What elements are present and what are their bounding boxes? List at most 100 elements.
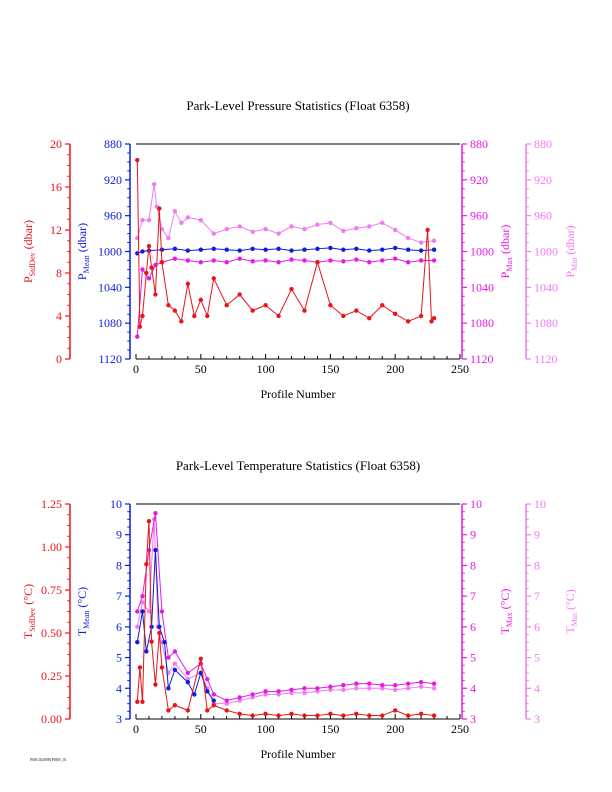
- stddev-data-point: [425, 227, 430, 233]
- x-tick-label: 0: [133, 362, 139, 376]
- mean-data-point: [198, 670, 203, 676]
- stddev-y-tick-label: 1.00: [41, 540, 62, 554]
- mean-data-point: [144, 649, 149, 654]
- stddev-data-point: [224, 303, 229, 308]
- max-data-point: [153, 511, 158, 516]
- mean-data-point: [159, 247, 165, 252]
- mean-data-point: [250, 246, 255, 252]
- stddev-data-point: [393, 311, 398, 317]
- min-data-point: [393, 687, 398, 693]
- max-y-tick-label: 1040: [470, 280, 494, 294]
- x-tick-label: 250: [451, 362, 469, 376]
- max-y-tick-label: 960: [470, 209, 488, 223]
- temperature-xaxis-label: Profile Number: [261, 747, 336, 761]
- stddev-data-point: [367, 315, 372, 321]
- stddev-data-point: [192, 313, 197, 319]
- mean-y-tick-label: 1120: [98, 352, 122, 366]
- stddev-series-line: [136, 521, 435, 717]
- max-data-point: [302, 686, 307, 691]
- min-y-tick-label: 1120: [534, 352, 558, 366]
- stddev-y-tick-label: 4: [56, 309, 62, 323]
- min-data-point: [172, 661, 178, 666]
- mean-data-point: [162, 640, 167, 645]
- pressure-plot-area: 0 50 100 150 200 250 0 4 8 12 16 20 PStdDev (dbar) 11…: [21, 137, 579, 376]
- min-data-point: [146, 217, 152, 223]
- min-data-point: [263, 226, 268, 232]
- max-data-point: [354, 681, 359, 686]
- max-data-point: [146, 276, 152, 281]
- max-y-tick-label: 10: [470, 497, 482, 511]
- stddev-y-tick-label: 20: [50, 137, 62, 151]
- min-data-point: [328, 220, 333, 226]
- pressure-xaxis-label: Profile Number: [261, 387, 336, 401]
- min-data-point: [250, 695, 255, 700]
- mean-data-point: [405, 247, 411, 252]
- x-tick-label: 200: [386, 722, 404, 736]
- stddev-data-point: [172, 308, 178, 313]
- stddev-data-point: [159, 665, 165, 670]
- min-y-tick-label: 3: [534, 712, 540, 726]
- mean-data-point: [172, 246, 178, 252]
- mean-y-tick-label: 5: [116, 651, 122, 665]
- max-data-point: [159, 609, 165, 614]
- max-data-point: [250, 259, 255, 264]
- mean-y-tick-label: 10: [110, 497, 122, 511]
- min-data-point: [151, 182, 157, 187]
- min-data-point: [237, 224, 242, 229]
- max-y-tick-label: 5: [470, 651, 476, 665]
- max-data-point: [237, 695, 242, 700]
- stddev-y-tick-label: 0: [56, 352, 62, 366]
- stddev-data-point: [354, 711, 359, 717]
- stddev-data-point: [140, 699, 145, 704]
- stddev-data-point: [250, 713, 255, 718]
- temperature-chart-title: Park-Level Temperature Statistics (Float…: [176, 458, 420, 473]
- max-data-point: [172, 649, 178, 654]
- min-y-axis-label: PMin (dbar): [563, 225, 579, 277]
- stddev-y-tick-label: 0.25: [41, 669, 62, 683]
- stddev-data-point: [263, 711, 268, 717]
- footer-note: PASCO(2008) P0305_01: [30, 758, 67, 762]
- stddev-y-axis-label: PStdDev (dbar): [21, 220, 37, 283]
- max-y-tick-label: 9: [470, 528, 476, 542]
- stddev-data-point: [250, 308, 255, 313]
- max-data-point: [166, 655, 171, 660]
- max-data-point: [135, 334, 140, 339]
- min-data-point: [405, 686, 411, 691]
- stddev-data-point: [341, 313, 346, 319]
- stddev-data-point: [367, 713, 372, 718]
- stddev-y-tick-label: 1.25: [41, 497, 62, 511]
- mean-data-point: [302, 247, 307, 252]
- min-y-tick-label: 4: [534, 681, 540, 695]
- stddev-data-point: [157, 206, 162, 211]
- stddev-data-point: [405, 713, 411, 718]
- stddev-data-point: [302, 308, 307, 313]
- max-y-tick-label: 920: [470, 173, 488, 187]
- min-data-point: [354, 686, 359, 691]
- stddev-data-point: [237, 292, 242, 297]
- max-data-point: [380, 683, 385, 688]
- stddev-data-point: [179, 319, 184, 324]
- max-y-tick-label: 1080: [470, 316, 494, 330]
- min-data-point: [146, 609, 152, 614]
- stddev-data-point: [166, 708, 171, 713]
- min-y-tick-label: 9: [534, 528, 540, 542]
- mean-data-point: [393, 245, 398, 251]
- mean-data-point: [380, 247, 385, 252]
- max-data-point: [224, 260, 229, 265]
- mean-series-line: [136, 550, 215, 701]
- stddev-data-point: [380, 303, 385, 308]
- mean-data-point: [418, 248, 424, 253]
- stddev-data-point: [211, 276, 216, 281]
- max-data-point: [405, 681, 411, 686]
- min-data-point: [237, 698, 242, 703]
- stddev-data-point: [289, 711, 294, 717]
- max-data-point: [185, 670, 191, 676]
- stddev-data-point: [224, 708, 229, 713]
- max-data-point: [431, 681, 437, 686]
- max-data-point: [140, 267, 145, 272]
- mean-data-point: [354, 246, 359, 252]
- mean-data-point: [211, 698, 216, 703]
- min-data-point: [224, 701, 229, 706]
- stddev-data-point: [137, 324, 143, 329]
